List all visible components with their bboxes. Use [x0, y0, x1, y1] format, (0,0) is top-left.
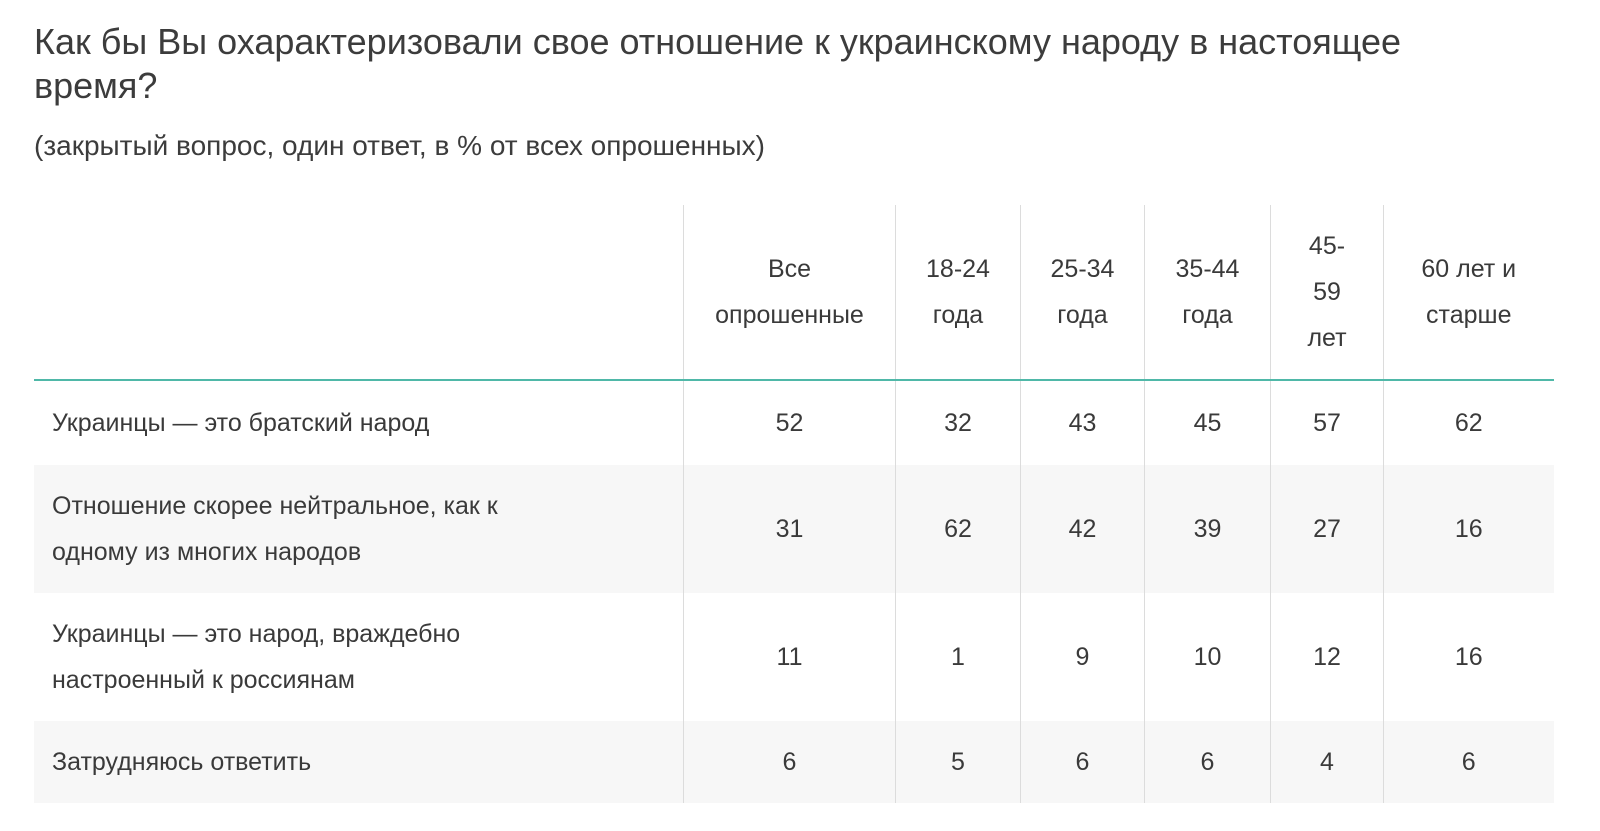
- row-label: Затрудняюсь ответить: [34, 721, 684, 803]
- page-title: Как бы Вы охарактеризовали свое отношени…: [34, 21, 1401, 106]
- table-header-row: Все опрошенные 18-24 года 25-34 года 35-…: [34, 205, 1554, 381]
- table-row: Затрудняюсь ответить 6 5 6 6 4 6: [34, 721, 1554, 803]
- header-25-34: 25-34 года: [1020, 205, 1145, 381]
- table-cell: 32: [895, 380, 1021, 465]
- table-cell: 43: [1020, 380, 1145, 465]
- header-all: Все опрошенные: [683, 205, 896, 381]
- table-cell: 39: [1144, 465, 1271, 593]
- survey-table: Все опрошенные 18-24 года 25-34 года 35-…: [34, 205, 1554, 803]
- table-cell: 6: [1383, 721, 1554, 803]
- row-label: Украинцы — это народ, враждебно настроен…: [52, 620, 461, 694]
- table-cell: 12: [1270, 593, 1384, 721]
- table-cell: 62: [895, 465, 1021, 593]
- table-cell: 52: [683, 380, 896, 465]
- header-label: [34, 205, 684, 381]
- row-label: Отношение скорее нейтральное, как к одно…: [34, 465, 684, 593]
- table-cell: 31: [683, 465, 896, 593]
- table-row: Отношение скорее нейтральное, как к одно…: [34, 465, 1554, 593]
- table-cell: 4: [1270, 721, 1384, 803]
- table-cell: 45: [1144, 380, 1271, 465]
- header-60-plus: 60 лет и старше: [1383, 205, 1554, 381]
- table-cell: 6: [1020, 721, 1145, 803]
- table-cell: 10: [1144, 593, 1271, 721]
- header-45-59: 45-59 лет: [1270, 205, 1384, 381]
- header-18-24: 18-24 года: [895, 205, 1021, 381]
- table-cell: 16: [1383, 465, 1554, 593]
- table-cell: 27: [1270, 465, 1384, 593]
- row-label: Украинцы — это братский народ: [52, 409, 430, 437]
- page-subtitle: (закрытый вопрос, один ответ, в % от все…: [34, 130, 765, 161]
- table-cell: 57: [1270, 380, 1384, 465]
- table-cell: 9: [1020, 593, 1145, 721]
- table-cell: 62: [1383, 380, 1554, 465]
- table-row: Украинцы — это братский народ 52 32 43 45 57 6…: [34, 380, 1554, 465]
- table-cell: 16: [1383, 593, 1554, 721]
- table-cell: 5: [895, 721, 1021, 803]
- table-cell: 6: [683, 721, 896, 803]
- table-cell: 6: [1144, 721, 1271, 803]
- table-cell: 42: [1020, 465, 1145, 593]
- table-row: Украинцы — это народ, враждебно настроен…: [34, 593, 1554, 721]
- table-cell: 1: [895, 593, 1021, 721]
- table-cell: 11: [683, 593, 896, 721]
- header-35-44: 35-44 года: [1144, 205, 1271, 381]
